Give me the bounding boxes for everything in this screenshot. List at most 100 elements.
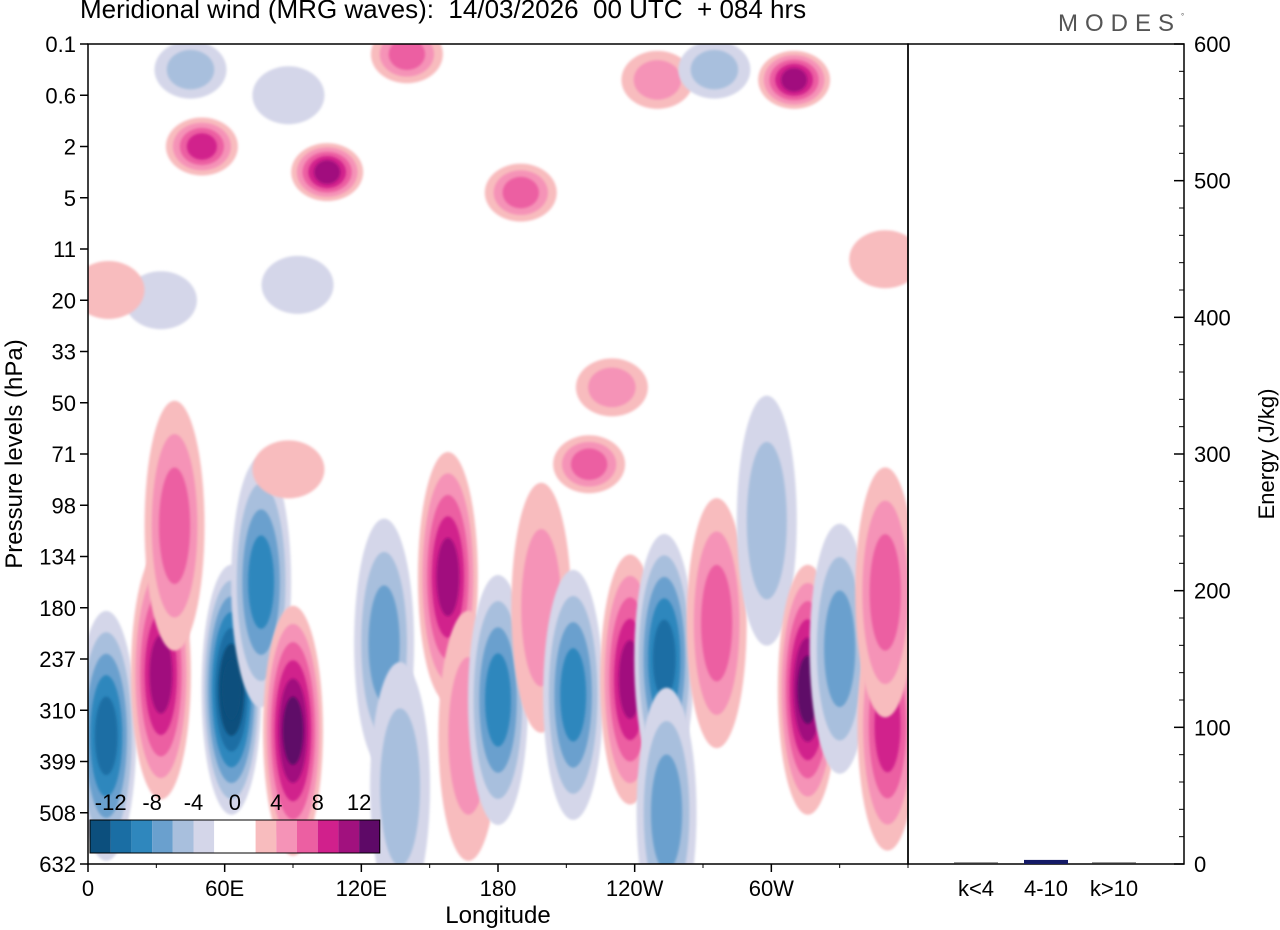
contour-band <box>824 590 856 708</box>
pressure-tick-label: 20 <box>52 288 76 313</box>
colorbar-swatch <box>297 820 318 853</box>
energy-axis: 0 100 200 300 400 500 600 <box>1174 32 1231 877</box>
contour-band <box>436 537 460 617</box>
wind-anomaly-cell <box>88 261 145 319</box>
brand-logo: MODES° <box>1058 10 1184 38</box>
colorbar-swatch <box>110 820 132 853</box>
colorbar-label: -4 <box>184 790 204 815</box>
pressure-tick-label: 134 <box>39 545 76 570</box>
contour-band <box>652 619 676 699</box>
contour-band <box>701 564 733 682</box>
contour-band <box>650 754 683 864</box>
contour-band <box>570 448 608 480</box>
pressure-tick-label: 50 <box>52 391 76 416</box>
energy-category-label: k>10 <box>1090 876 1138 901</box>
contour-band <box>282 696 304 765</box>
contour-band <box>222 659 241 721</box>
energy-tick-label: 200 <box>1194 579 1231 604</box>
wind-anomaly-cell <box>370 44 443 84</box>
wind-anomaly-cell <box>553 435 626 494</box>
wind-anomaly-cell <box>154 44 227 99</box>
contour-band <box>252 66 325 125</box>
wind-anomaly-cell <box>575 358 648 417</box>
contour-band <box>388 44 426 70</box>
colorbar-swatch <box>172 820 194 853</box>
pressure-tick-label: 632 <box>39 852 76 877</box>
pressure-tick-label: 310 <box>39 698 76 723</box>
pressure-tick-label: 0.6 <box>45 83 76 108</box>
energy-tick-label: 300 <box>1194 442 1231 467</box>
pressure-axis: 0.1 0.6 2 5 11 20 33 50 71 98 134 180 237 310 399 508 63… <box>39 32 88 877</box>
colorbar-border <box>89 819 381 854</box>
contour-band <box>261 255 334 314</box>
wind-anomaly-cell <box>621 50 694 109</box>
contour-band <box>502 176 539 209</box>
colorbar-label: -12 <box>95 790 127 815</box>
y-axis-label: Pressure levels (hPa) <box>1 339 28 568</box>
contour-band <box>690 49 739 90</box>
pressure-tick-label: 11 <box>53 237 76 262</box>
contour-band <box>252 440 325 499</box>
colorbar-swatch <box>276 820 297 853</box>
energy-bar <box>954 862 998 864</box>
colorbar-swatch <box>338 820 360 853</box>
colorbar-label: 8 <box>312 790 324 815</box>
colorbar-label: 12 <box>347 790 371 815</box>
pressure-tick-label: 2 <box>64 135 76 160</box>
wind-anomaly-cell <box>543 569 604 820</box>
contour-band <box>560 648 587 742</box>
pressure-tick-label: 71 <box>52 442 76 467</box>
brand-mark: ° <box>1181 12 1185 21</box>
colorbar-swatch <box>90 820 111 853</box>
contour-band <box>149 635 173 714</box>
colorbar-swatch <box>152 820 173 853</box>
longitude-tick-label: 120W <box>606 876 664 901</box>
contour-band <box>186 133 217 160</box>
colorbar-swatch <box>317 820 339 853</box>
energy-tick-label: 600 <box>1194 32 1231 57</box>
wind-anomaly-cell <box>484 163 557 222</box>
contour-band <box>485 653 511 747</box>
wind-anomaly-cell <box>370 662 431 864</box>
colorbar-label: -8 <box>142 790 162 815</box>
wind-anomaly-cell <box>263 605 323 856</box>
colorbar-swatch <box>214 820 235 853</box>
longitude-tick-label: 0 <box>82 876 94 901</box>
longitude-tick-label: 120E <box>336 876 387 901</box>
contour-band <box>314 160 341 185</box>
wind-anomaly-cell <box>686 498 747 749</box>
brand-text: MODES <box>1058 10 1182 37</box>
wind-anomaly-cell <box>736 395 797 646</box>
longitude-axis: 0 60E 120E 180 120W 60W <box>82 864 909 901</box>
contour-band <box>746 441 787 600</box>
pressure-tick-label: 399 <box>39 750 76 775</box>
pressure-tick-label: 0.1 <box>45 32 76 57</box>
energy-bar <box>1024 859 1068 864</box>
contour-band <box>94 696 118 776</box>
energy-category-label: 4-10 <box>1024 876 1068 901</box>
wind-anomaly-cell <box>88 610 137 861</box>
wind-anomaly-cell <box>678 44 751 99</box>
longitude-tick-label: 180 <box>480 876 517 901</box>
energy-axis-label: Energy (J/kg) <box>1254 389 1279 520</box>
wind-anomaly-cell <box>144 400 205 651</box>
heatmap-layer <box>88 44 908 864</box>
contour-band <box>380 708 421 864</box>
pressure-tick-label: 508 <box>39 801 76 826</box>
colorbar-swatch <box>234 820 256 853</box>
wind-anomaly-cell <box>252 66 325 125</box>
contour-band <box>158 467 191 585</box>
energy-tick-label: 100 <box>1194 715 1231 740</box>
contour-band <box>588 367 636 408</box>
x-axis-label: Longitude <box>445 902 550 929</box>
energy-tick-label: 400 <box>1194 305 1231 330</box>
pressure-tick-label: 33 <box>52 340 76 365</box>
pressure-tick-label: 237 <box>39 647 76 672</box>
contour-band <box>166 49 215 90</box>
colorbar-label: 0 <box>229 790 241 815</box>
colorbar-swatch <box>255 820 277 853</box>
pressure-tick-label: 98 <box>52 493 76 518</box>
longitude-tick-label: 60E <box>205 876 244 901</box>
contour-band <box>633 60 682 100</box>
